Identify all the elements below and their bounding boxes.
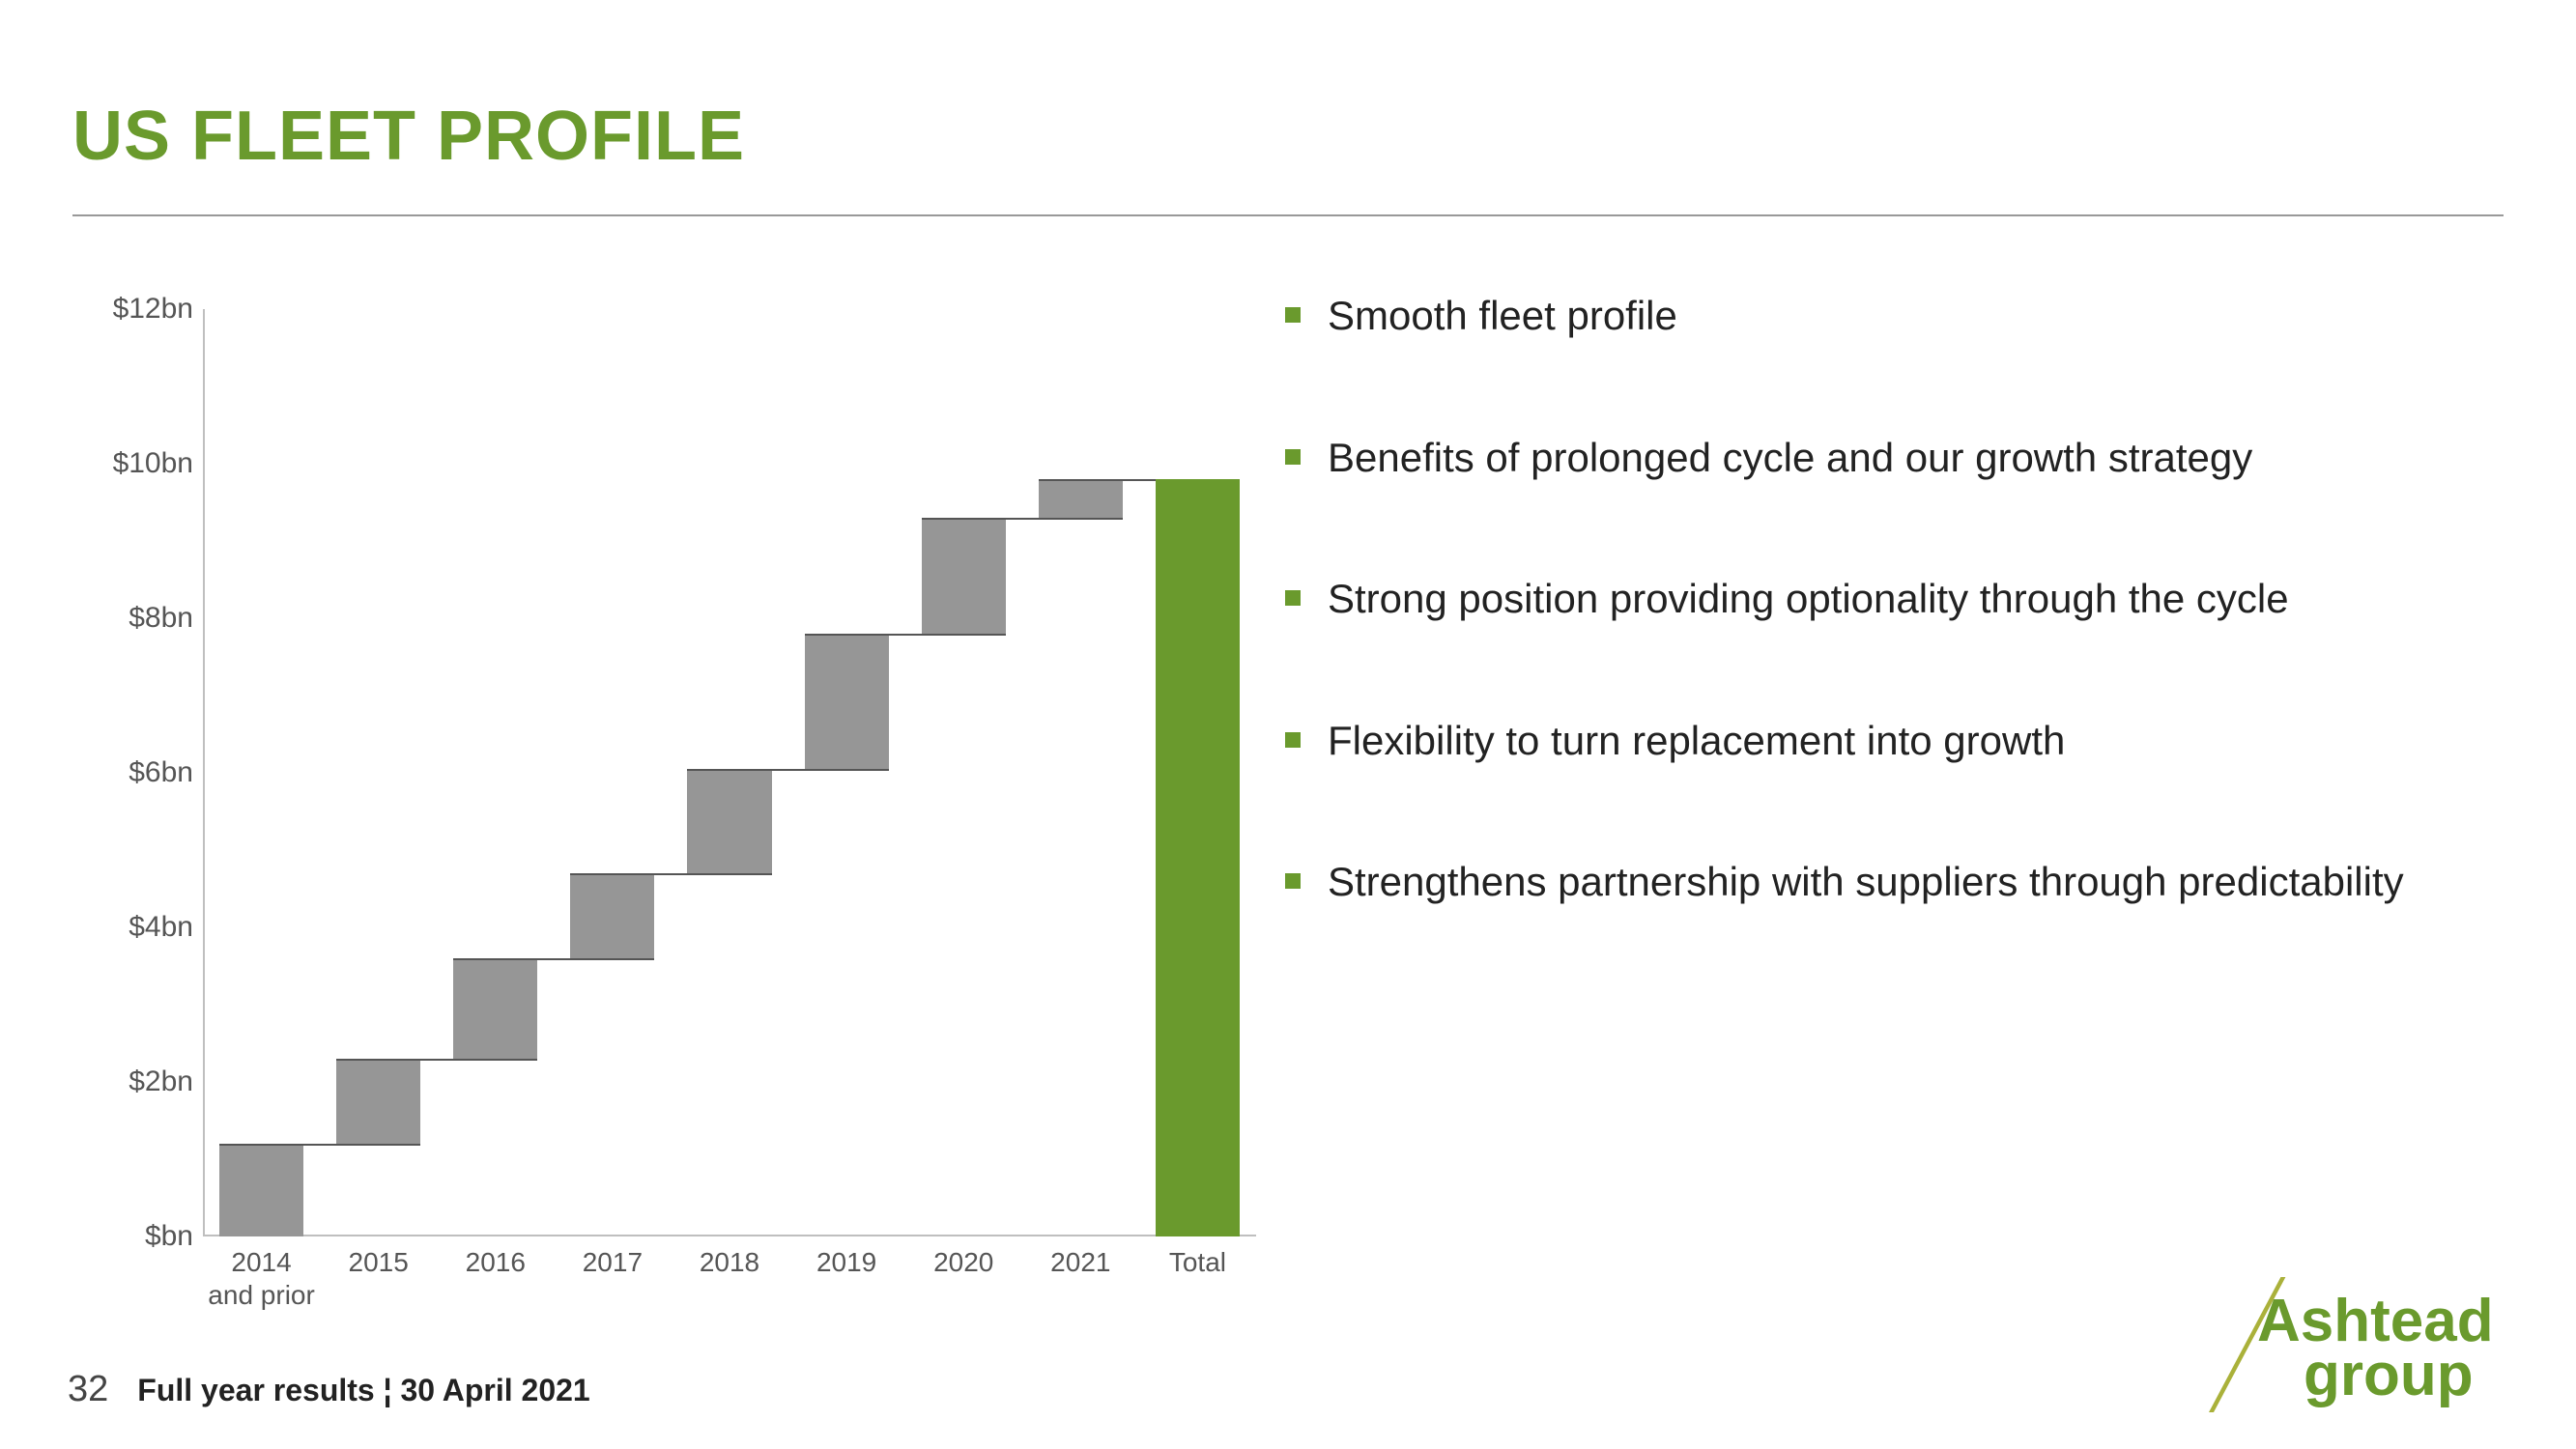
bullet-marker-icon bbox=[1285, 732, 1301, 748]
y-axis-label: $6bn bbox=[77, 756, 193, 789]
waterfall-bar bbox=[219, 1144, 303, 1236]
waterfall-bar bbox=[805, 634, 889, 769]
x-axis-label: 2017 bbox=[554, 1246, 671, 1279]
waterfall-bar bbox=[922, 518, 1006, 634]
y-axis-label: $4bn bbox=[77, 911, 193, 944]
bullet-text: Flexibility to turn replacement into gro… bbox=[1328, 715, 2065, 768]
bullet-item: Strong position providing optionality th… bbox=[1285, 573, 2503, 626]
x-axis-label: 2021 bbox=[1022, 1246, 1139, 1279]
bullet-item: Flexibility to turn replacement into gro… bbox=[1285, 715, 2503, 768]
waterfall-chart: $bn$2bn$4bn$6bn$8bn$10bn$12bn2014 and pr… bbox=[97, 309, 1256, 1323]
bullet-text: Strong position providing optionality th… bbox=[1328, 573, 2289, 626]
bullet-item: Strengthens partnership with suppliers t… bbox=[1285, 856, 2503, 909]
connector-line bbox=[219, 1144, 420, 1146]
title-divider bbox=[72, 214, 2504, 216]
connector-line bbox=[687, 769, 888, 771]
x-axis-label: 2018 bbox=[671, 1246, 787, 1279]
logo-line1: Ashtead bbox=[2257, 1294, 2494, 1349]
x-axis-label: 2015 bbox=[320, 1246, 437, 1279]
waterfall-bar bbox=[453, 958, 537, 1059]
bullet-marker-icon bbox=[1285, 873, 1301, 889]
x-axis-label: 2019 bbox=[788, 1246, 905, 1279]
connector-line bbox=[922, 518, 1123, 520]
total-bar bbox=[1156, 479, 1240, 1236]
slide: US FLEET PROFILE $bn$2bn$4bn$6bn$8bn$10b… bbox=[0, 0, 2576, 1449]
y-axis-label: $2bn bbox=[77, 1065, 193, 1098]
bullet-marker-icon bbox=[1285, 449, 1301, 465]
waterfall-bar bbox=[570, 873, 654, 958]
bullet-item: Benefits of prolonged cycle and our grow… bbox=[1285, 432, 2503, 485]
slide-title: US FLEET PROFILE bbox=[72, 97, 745, 176]
ashtead-logo: Ashtead group bbox=[2209, 1285, 2518, 1420]
y-axis-label: $bn bbox=[77, 1220, 193, 1253]
waterfall-bar bbox=[336, 1059, 420, 1144]
x-axis-label: 2016 bbox=[437, 1246, 554, 1279]
connector-line bbox=[453, 958, 654, 960]
bullet-marker-icon bbox=[1285, 590, 1301, 606]
bullet-marker-icon bbox=[1285, 307, 1301, 323]
logo-line2: group bbox=[2304, 1349, 2494, 1403]
x-axis-label: 2014 and prior bbox=[203, 1246, 320, 1311]
connector-line bbox=[570, 873, 771, 875]
y-axis-label: $8bn bbox=[77, 602, 193, 635]
bullet-text: Smooth fleet profile bbox=[1328, 290, 1677, 343]
x-axis-label: 2020 bbox=[905, 1246, 1022, 1279]
waterfall-bar bbox=[687, 769, 771, 873]
connector-line bbox=[336, 1059, 537, 1061]
y-axis-label: $12bn bbox=[77, 293, 193, 326]
footer-text: Full year results ¦ 30 April 2021 bbox=[137, 1373, 589, 1408]
y-axis-label: $10bn bbox=[77, 447, 193, 480]
waterfall-bar bbox=[1039, 479, 1123, 518]
x-axis-label: Total bbox=[1139, 1246, 1256, 1279]
bullet-list: Smooth fleet profile Benefits of prolonge… bbox=[1285, 290, 2503, 998]
bullet-text: Strengthens partnership with suppliers t… bbox=[1328, 856, 2404, 909]
bullet-item: Smooth fleet profile bbox=[1285, 290, 2503, 343]
bullet-text: Benefits of prolonged cycle and our grow… bbox=[1328, 432, 2252, 485]
footer: 32 Full year results ¦ 30 April 2021 bbox=[68, 1369, 590, 1410]
logo-text: Ashtead group bbox=[2257, 1294, 2494, 1403]
connector-line bbox=[805, 634, 1006, 636]
page-number: 32 bbox=[68, 1369, 108, 1410]
